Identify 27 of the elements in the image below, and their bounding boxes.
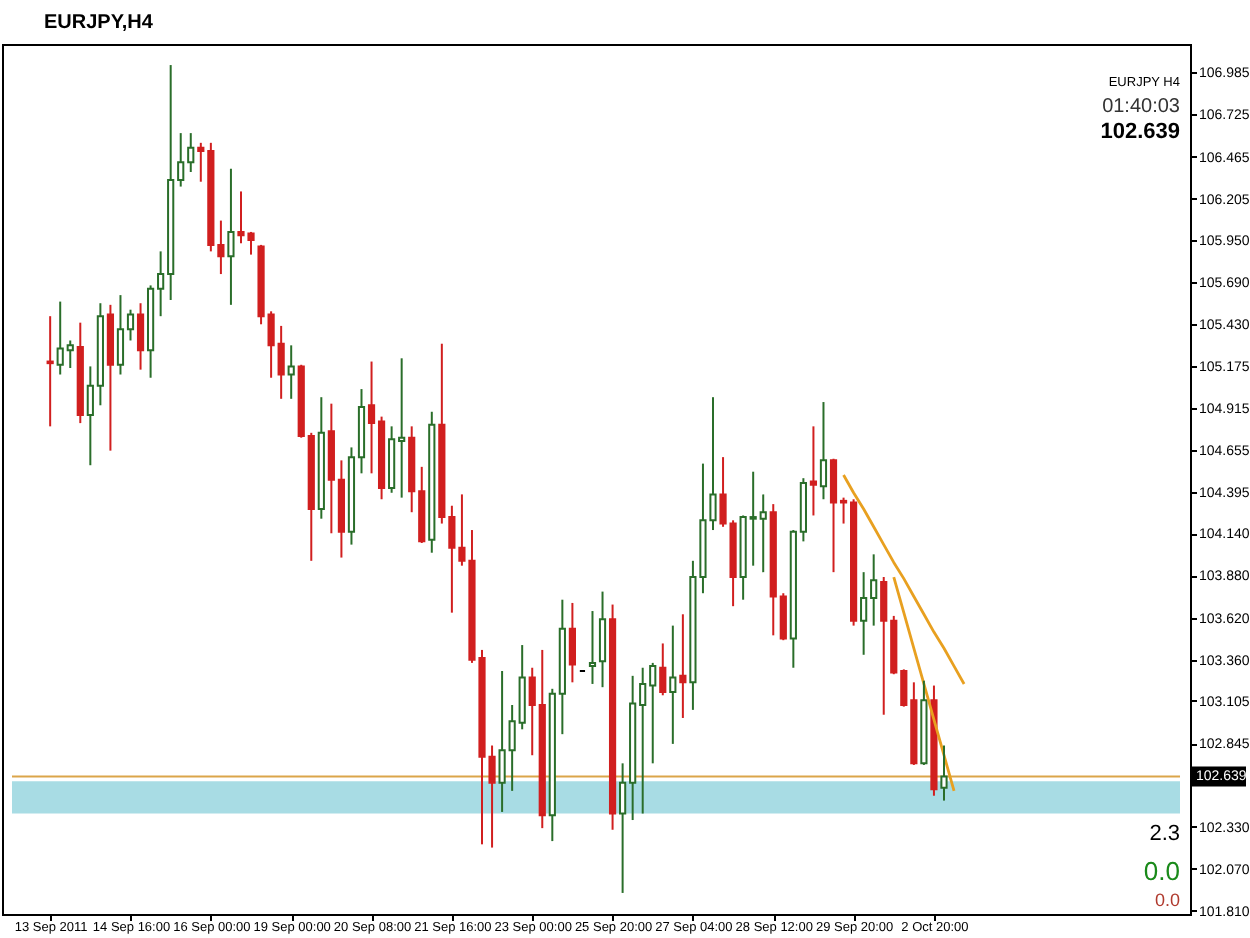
candlestick: [317, 396, 325, 520]
candlestick: [227, 167, 235, 306]
candlestick: [136, 302, 145, 371]
chart-title: EURJPY,H4: [44, 12, 154, 34]
candlestick: [428, 410, 436, 554]
annotation: 01:40:03: [1102, 96, 1181, 118]
annotation: 2.3: [1149, 822, 1180, 846]
candlestick: [819, 401, 828, 501]
candlestick: [588, 610, 597, 685]
annotation: 0.0: [1143, 856, 1180, 886]
candlestick: [809, 425, 818, 517]
candlestick: [106, 303, 115, 452]
annotation: 102.639: [1100, 120, 1180, 144]
candlestick: [76, 321, 84, 425]
line-series: [892, 575, 956, 793]
line-series: [842, 473, 966, 686]
candlestick: [940, 744, 948, 802]
candlestick: [568, 601, 576, 684]
candlestick: [287, 344, 295, 400]
candlestick: [659, 642, 667, 697]
candlestick: [608, 603, 617, 831]
annotation: 0.0: [1154, 890, 1180, 910]
candlestick: [669, 624, 677, 745]
candlestick: [920, 679, 928, 766]
candlestick: [679, 613, 687, 719]
candlestick: [598, 590, 607, 689]
candlestick: [930, 684, 938, 797]
